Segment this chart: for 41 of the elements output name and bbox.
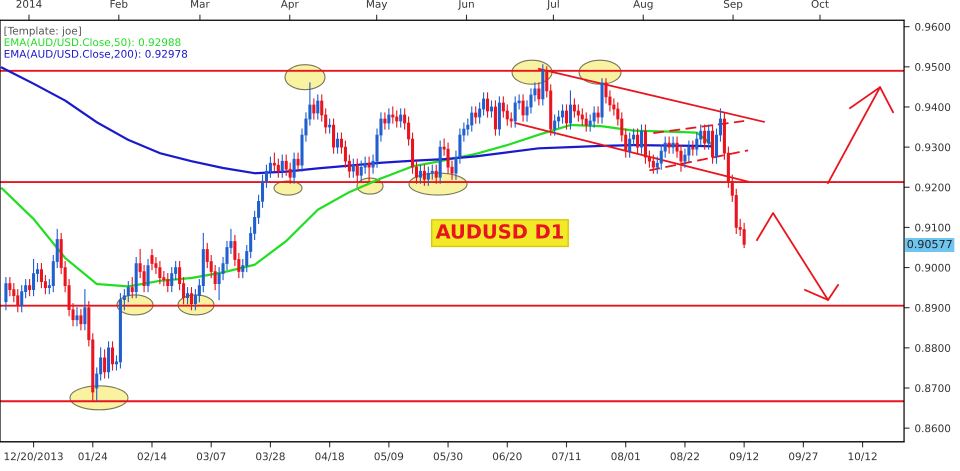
x2-tick-label: Oct — [812, 0, 829, 8]
x-tick-label: 10/12 — [848, 452, 877, 462]
text: 0.90577 — [907, 240, 952, 248]
x-tick-label: 09/12 — [730, 452, 758, 462]
annotation: [Template: joe] — [4, 26, 81, 37]
y-tick-label: 0.9300 — [915, 143, 950, 152]
series-label: EMA(AUD/USD.Close,200): 0.92978 — [4, 50, 188, 60]
y-tick-label: 0.8600 — [915, 424, 950, 432]
x2-tick-label: Jun — [458, 0, 474, 10]
y-tick-label: 0.9000 — [915, 264, 950, 272]
y-tick-label: 0.9100 — [915, 224, 950, 232]
x-tick-label: 08/01 — [611, 452, 640, 462]
x2-tick-label: Aug — [633, 0, 652, 10]
text: EMA(AUD/USD.Close,50): 0.92988 — [4, 38, 180, 48]
x2-tick-label: May — [366, 0, 388, 10]
x2-tick-label: Jul — [546, 0, 559, 10]
y-tick-label: 0.9600 — [915, 22, 950, 31]
y-tick-label: 0.9200 — [915, 183, 950, 192]
annotation: AUDUSD D1 — [436, 224, 563, 239]
x2-tick-label: Mar — [191, 0, 210, 8]
x-tick-label: 01/24 — [78, 452, 108, 462]
x-tick-label: 05/30 — [434, 452, 462, 462]
x2-tick-label: Apr — [280, 0, 299, 10]
x2-tick-label: 2014 — [16, 0, 42, 8]
x2-tick-label: Feb — [110, 0, 128, 8]
y-tick-label: 0.8700 — [915, 384, 950, 392]
x-tick-label: 12/20/2013 — [4, 452, 63, 462]
y-tick-label: 0.8900 — [915, 304, 950, 312]
x-tick-label: 07/11 — [552, 452, 581, 462]
y-tick-label: 0.9500 — [915, 63, 950, 71]
x-tick-label: 06/20 — [492, 452, 522, 462]
x-tick-label: 05/09 — [374, 452, 404, 462]
x-tick-label: 03/07 — [196, 452, 226, 462]
x-tick-label: 08/22 — [670, 452, 699, 462]
x2-tick-label: Sep — [724, 0, 742, 10]
x-tick-label: 02/14 — [138, 452, 166, 462]
y-tick-label: 0.8800 — [915, 344, 950, 352]
y-tick-label: 0.9400 — [915, 103, 950, 112]
x-tick-label: 04/18 — [315, 452, 344, 462]
x-tick-label: 09/27 — [789, 452, 818, 462]
x-tick-label: 03/28 — [256, 452, 285, 462]
